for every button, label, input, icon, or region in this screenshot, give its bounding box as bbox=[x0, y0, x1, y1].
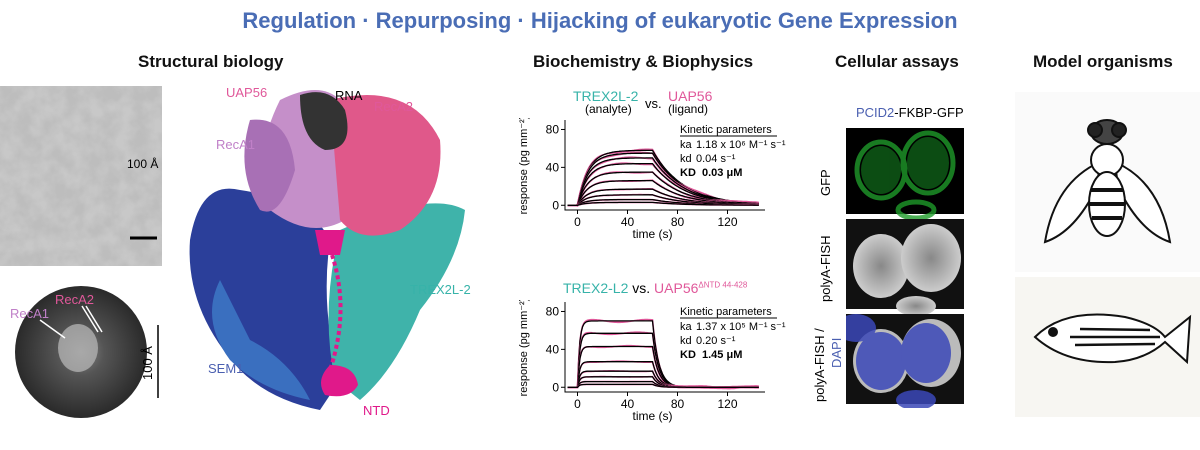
class-scale: 100 Å bbox=[140, 346, 155, 380]
class-average-image bbox=[15, 286, 159, 418]
KD-value: 1.45 μM bbox=[702, 349, 742, 361]
axes bbox=[564, 302, 765, 393]
cryoem-structure bbox=[189, 90, 465, 410]
microscopy-panels bbox=[846, 128, 964, 408]
y-tick-label: 40 bbox=[546, 160, 560, 174]
kd-value: 0.04 s⁻¹ bbox=[696, 153, 736, 165]
chart1-vs: vs. bbox=[645, 96, 662, 111]
section-cellular: Cellular assays bbox=[835, 52, 959, 71]
chart1-ligand-sub: (ligand) bbox=[668, 102, 709, 116]
tomogram-image bbox=[0, 86, 162, 266]
fish-icon bbox=[1033, 313, 1192, 365]
model-organisms bbox=[1015, 92, 1200, 417]
y-tick-label: 0 bbox=[552, 380, 559, 394]
ka-label: ka bbox=[680, 139, 693, 151]
label-uap56: UAP56 bbox=[226, 85, 268, 100]
label-recA2: RecA2 bbox=[374, 99, 414, 114]
section-structural: Structural biology bbox=[138, 52, 284, 71]
label-recA1-2d: RecA1 bbox=[10, 306, 50, 321]
x-tick-label: 80 bbox=[671, 215, 685, 229]
x-tick-label: 0 bbox=[574, 397, 581, 411]
x-axis-label: time (s) bbox=[633, 227, 673, 241]
fit-curve bbox=[567, 201, 759, 206]
x-tick-label: 120 bbox=[717, 215, 737, 229]
fit-curve bbox=[567, 383, 759, 388]
chart1-analyte-sub: (analyte) bbox=[585, 102, 632, 116]
KD-label: KD bbox=[680, 167, 696, 179]
y-tick-label: 40 bbox=[546, 342, 560, 356]
kd-label: kd bbox=[680, 153, 692, 165]
section-model: Model organisms bbox=[1033, 52, 1173, 71]
spr-chart-1: TREX2L-2 (analyte) vs. UAP56 (ligand) 0 4… bbox=[515, 88, 800, 258]
y-tick-label: 0 bbox=[552, 198, 559, 212]
x-tick-label: 120 bbox=[717, 397, 737, 411]
x-tick-label: 80 bbox=[671, 397, 685, 411]
kinetics-header: Kinetic parameters bbox=[680, 306, 772, 318]
construct-label: PCID2-FKBP-GFP bbox=[856, 105, 964, 120]
x-tick-label: 0 bbox=[574, 215, 581, 229]
row-label-polyA: polyA-FISH bbox=[818, 235, 833, 302]
KD-label: KD bbox=[680, 349, 696, 361]
x-tick-label: 40 bbox=[621, 215, 635, 229]
kinetics-header: Kinetic parameters bbox=[680, 124, 772, 136]
kinetic-parameters: Kinetic parameters ka 1.18 x 10⁶ M⁻¹ s⁻¹ kd… bbox=[680, 124, 786, 179]
row-label-dapi: DAPI bbox=[829, 337, 844, 368]
label-recA2-2d: RecA2 bbox=[55, 292, 95, 307]
label-recA1: RecA1 bbox=[216, 137, 256, 152]
ka-value: 1.18 x 10⁶ M⁻¹ s⁻¹ bbox=[696, 139, 786, 151]
y-axis-label: response (pg mm⁻²) bbox=[518, 118, 530, 214]
kd-label: kd bbox=[680, 335, 692, 347]
row-label-merge: polyA-FISH / bbox=[812, 328, 827, 402]
label-sem1: SEM1 bbox=[208, 361, 244, 376]
label-rna: RNA bbox=[335, 88, 363, 103]
kinetic-parameters: Kinetic parameters ka 1.37 x 10⁵ M⁻¹ s⁻¹ kd… bbox=[680, 306, 786, 361]
section-biochem: Biochemistry & Biophysics bbox=[533, 52, 754, 71]
x-tick-label: 40 bbox=[621, 397, 635, 411]
label-trex: TREX2L-2 bbox=[410, 282, 471, 297]
label-ntd: NTD bbox=[363, 403, 390, 418]
kd-value: 0.20 s⁻¹ bbox=[696, 335, 736, 347]
ka-label: ka bbox=[680, 321, 693, 333]
ka-value: 1.37 x 10⁵ M⁻¹ s⁻¹ bbox=[696, 321, 786, 333]
y-axis-label: response (pg mm⁻²) bbox=[518, 300, 530, 396]
row-label-gfp: GFP bbox=[818, 169, 833, 196]
x-axis-label: time (s) bbox=[633, 409, 673, 423]
chart1-analyte: TREX2L-2 bbox=[573, 88, 639, 104]
fit-curve bbox=[567, 179, 759, 206]
fly-icon bbox=[1043, 119, 1172, 244]
chart1-ligand: UAP56 bbox=[668, 88, 713, 104]
y-tick-label: 80 bbox=[546, 122, 560, 136]
y-tick-label: 80 bbox=[546, 304, 560, 318]
chart2-title: TREX2-L2 vs. UAP56ΔNTD 44-428 bbox=[563, 280, 748, 296]
tomogram-scale: 100 Å bbox=[127, 157, 159, 171]
axes bbox=[564, 120, 765, 211]
spr-chart-2: TREX2-L2 vs. UAP56ΔNTD 44-428 0 40 80 120 0 4… bbox=[515, 280, 800, 430]
figure-title: Regulation · Repurposing · Hijacking of … bbox=[242, 8, 958, 33]
KD-value: 0.03 μM bbox=[702, 167, 742, 179]
